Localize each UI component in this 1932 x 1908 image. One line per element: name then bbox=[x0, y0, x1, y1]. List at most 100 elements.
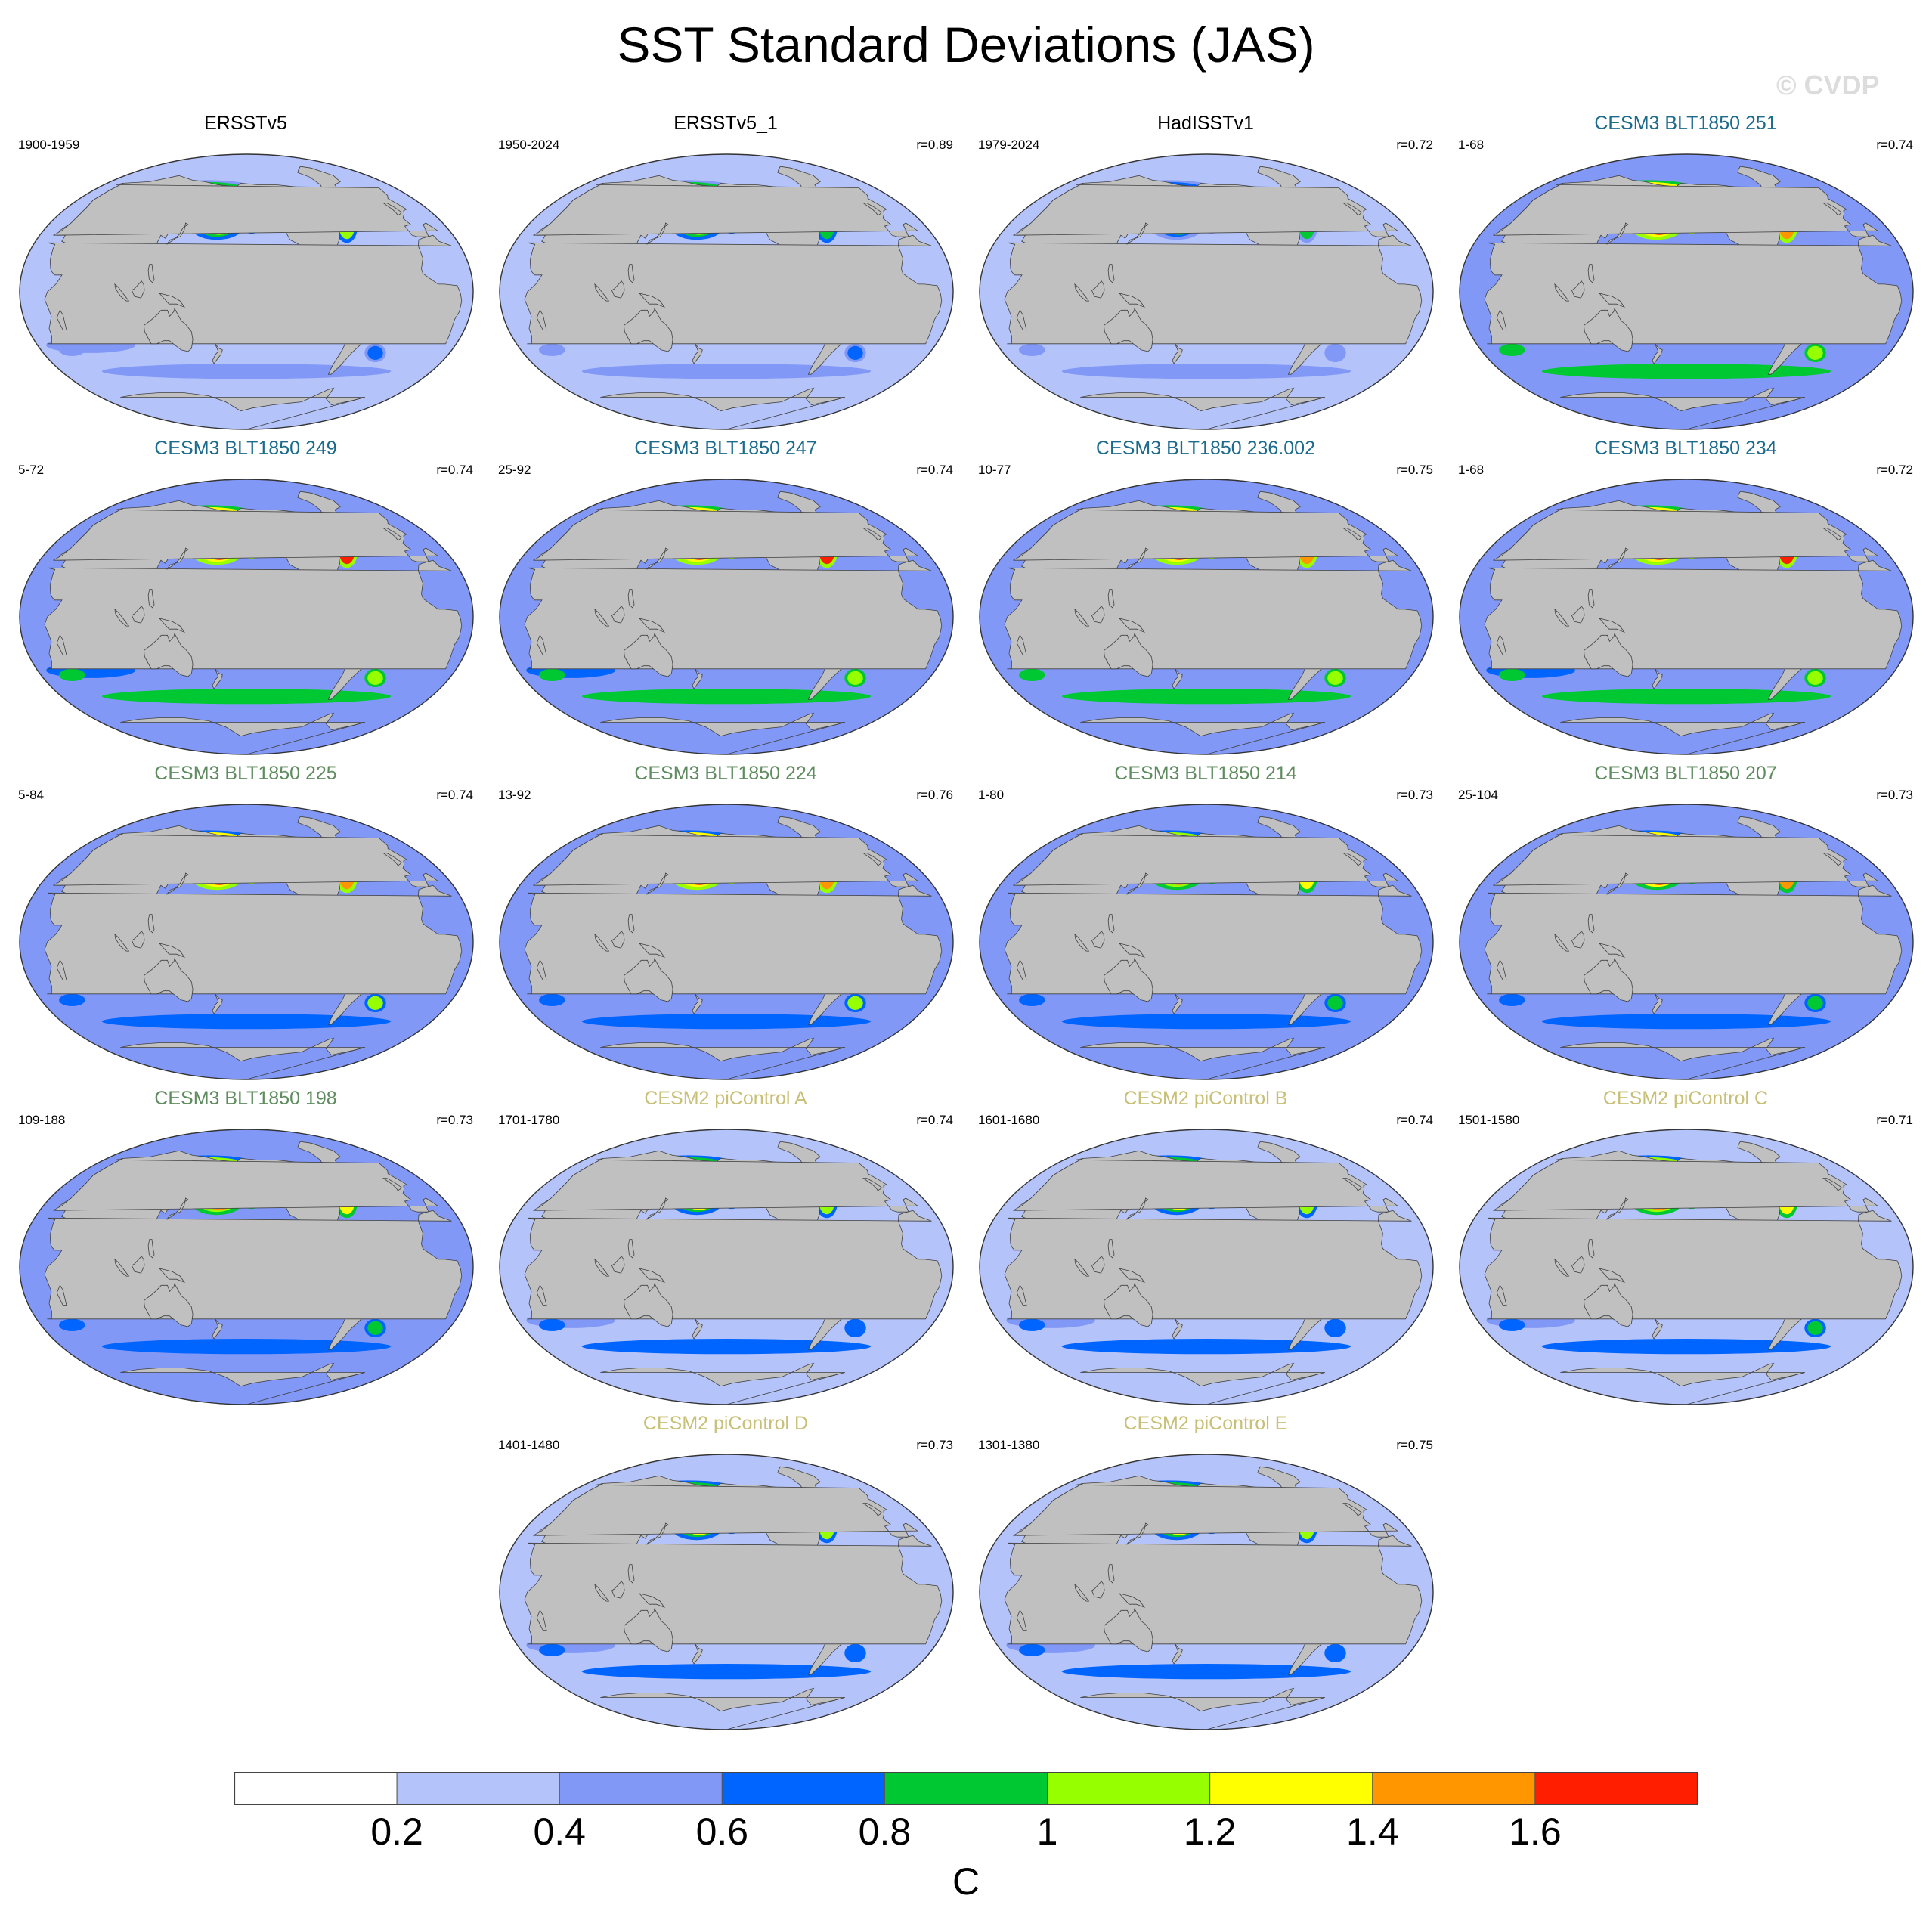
panel-pattern-correlation: r=0.73 bbox=[916, 1438, 953, 1452]
land-japan bbox=[646, 1197, 669, 1220]
land-new-guinea bbox=[638, 943, 665, 959]
land-europe bbox=[533, 508, 919, 562]
land-uk bbox=[1342, 853, 1362, 866]
land-australia bbox=[1103, 1608, 1153, 1652]
panel-title: ERSSTv5_1 bbox=[673, 113, 778, 134]
land-borneo bbox=[1091, 1256, 1105, 1274]
land-new-guinea bbox=[1118, 618, 1145, 633]
panel-period: 1900-1959 bbox=[18, 138, 80, 152]
land-new-zealand bbox=[1652, 1318, 1663, 1340]
land-antarctica bbox=[1080, 712, 1326, 754]
panel-period: 1-80 bbox=[978, 788, 1005, 802]
panel-title: CESM3 BLT1850 214 bbox=[1114, 763, 1297, 784]
land-new-guinea bbox=[1598, 293, 1625, 308]
colorbar bbox=[234, 1772, 1698, 1805]
land-new-guinea bbox=[638, 618, 665, 633]
land-antarctica bbox=[120, 712, 366, 754]
land-antarctica bbox=[120, 1362, 366, 1405]
panel-title: ERSSTv5 bbox=[204, 113, 287, 134]
land-borneo bbox=[131, 931, 145, 949]
land-antarctica bbox=[1080, 1037, 1326, 1079]
panel-title: CESM3 BLT1850 198 bbox=[154, 1088, 337, 1109]
land-australia bbox=[1103, 308, 1153, 352]
land-philippines bbox=[627, 589, 635, 609]
land-europe bbox=[53, 183, 439, 237]
land-philippines bbox=[1107, 914, 1115, 934]
land-borneo bbox=[611, 280, 625, 299]
land-antarctica bbox=[1080, 387, 1326, 429]
land-africa bbox=[1484, 884, 1903, 995]
land-japan bbox=[1126, 1522, 1149, 1545]
colorbar-tick-label: 1.4 bbox=[1346, 1810, 1399, 1853]
land-uk bbox=[1822, 853, 1842, 866]
land-australia bbox=[623, 1283, 673, 1327]
land-new-zealand bbox=[212, 993, 223, 1014]
land-africa bbox=[1004, 234, 1423, 345]
land-uk bbox=[1822, 528, 1842, 541]
land-uk bbox=[862, 528, 882, 541]
land-africa bbox=[1484, 234, 1903, 345]
land-new-zealand bbox=[692, 343, 703, 364]
panel-title: CESM2 piControl B bbox=[1123, 1088, 1288, 1109]
land-new-zealand bbox=[212, 1318, 223, 1340]
land-australia bbox=[623, 958, 673, 1002]
colorbar-tick-label: 1.2 bbox=[1183, 1810, 1237, 1853]
sst-std-map bbox=[975, 1450, 1438, 1733]
land-borneo bbox=[1091, 606, 1105, 624]
land-uk bbox=[1342, 528, 1362, 541]
land-philippines bbox=[627, 1239, 635, 1259]
colorbar-swatch bbox=[1372, 1772, 1536, 1805]
panel-pattern-correlation: r=0.73 bbox=[1396, 788, 1433, 802]
land-antarctica bbox=[120, 387, 366, 429]
land-madagascar bbox=[536, 1609, 547, 1631]
panel-title: CESM2 piControl E bbox=[1123, 1413, 1288, 1434]
land-philippines bbox=[1587, 589, 1595, 609]
land-philippines bbox=[1107, 589, 1115, 609]
land-borneo bbox=[1571, 931, 1585, 949]
land-new-zealand bbox=[1652, 668, 1663, 689]
panel-period: 1301-1380 bbox=[978, 1438, 1040, 1452]
map-panel: CESM2 piControl B 1601-1680 r=0.74 bbox=[966, 1087, 1445, 1408]
panel-period: 10-77 bbox=[978, 463, 1011, 477]
land-philippines bbox=[147, 264, 155, 283]
land-borneo bbox=[1091, 1581, 1105, 1599]
land-africa bbox=[1484, 1210, 1903, 1320]
land-uk bbox=[1342, 1503, 1362, 1516]
land-sumatra bbox=[1074, 1583, 1090, 1602]
colorbar-swatch bbox=[396, 1772, 560, 1805]
panel-period: 25-104 bbox=[1458, 788, 1498, 802]
land-madagascar bbox=[1496, 309, 1507, 331]
land-new-zealand bbox=[1172, 343, 1183, 364]
colorbar-swatch bbox=[884, 1772, 1048, 1805]
land-africa bbox=[524, 1535, 943, 1645]
map-panel: CESM3 BLT1850 207 25-104 r=0.73 bbox=[1446, 762, 1925, 1083]
land-sumatra bbox=[1074, 1258, 1090, 1277]
panel-period: 25-92 bbox=[498, 463, 531, 477]
land-philippines bbox=[1587, 264, 1595, 283]
land-japan bbox=[1126, 872, 1149, 895]
land-madagascar bbox=[56, 1284, 67, 1306]
land-sumatra bbox=[594, 1258, 610, 1277]
land-philippines bbox=[1587, 914, 1595, 934]
land-uk bbox=[382, 853, 402, 866]
cvdp-watermark: © CVDP bbox=[1776, 70, 1880, 101]
land-europe bbox=[1493, 1158, 1879, 1213]
land-uk bbox=[1342, 203, 1362, 216]
land-japan bbox=[646, 872, 669, 895]
land-sumatra bbox=[1554, 608, 1570, 627]
land-madagascar bbox=[56, 634, 67, 656]
map-panel: CESM3 BLT1850 214 1-80 r=0.73 bbox=[966, 762, 1445, 1083]
panel-pattern-correlation: r=0.74 bbox=[436, 788, 473, 802]
panel-title: CESM3 BLT1850 234 bbox=[1594, 438, 1777, 459]
map-panel: CESM3 BLT1850 251 1-68 r=0.74 bbox=[1446, 112, 1925, 433]
colorbar-swatch bbox=[1534, 1772, 1698, 1805]
land-antarctica bbox=[1560, 712, 1806, 754]
land-japan bbox=[1606, 872, 1629, 895]
land-new-zealand bbox=[692, 1318, 703, 1340]
land-borneo bbox=[1091, 931, 1105, 949]
land-australia bbox=[143, 1283, 194, 1327]
panel-title: CESM2 piControl C bbox=[1602, 1088, 1769, 1109]
land-borneo bbox=[131, 280, 145, 299]
land-sumatra bbox=[594, 283, 610, 302]
land-new-guinea bbox=[1598, 618, 1625, 633]
